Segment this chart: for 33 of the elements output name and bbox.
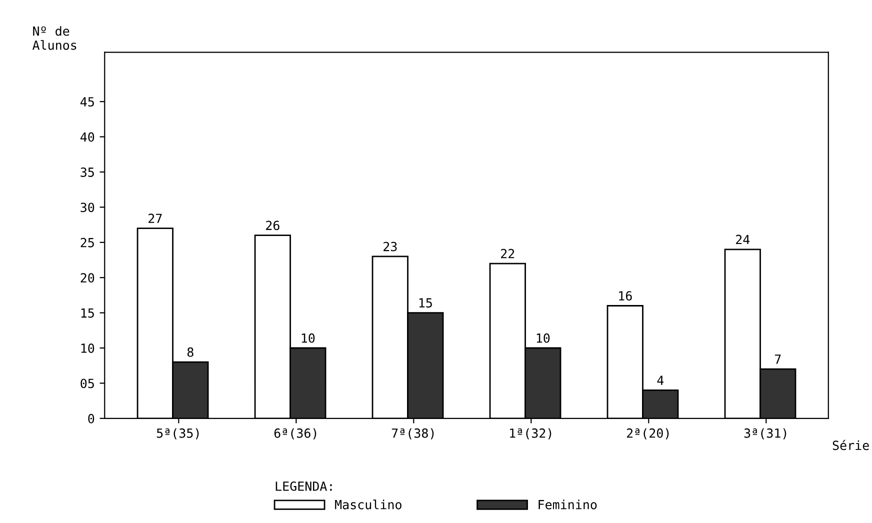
x-tick-label: 1ª(32) <box>510 428 552 440</box>
y-tick-label: 35 <box>80 167 94 177</box>
data-label: 7 <box>774 354 781 364</box>
x-tick-label: 5ª(35) <box>156 428 199 440</box>
data-label: 24 <box>736 234 750 244</box>
data-label: 10 <box>536 333 550 343</box>
x-tick-label: 3ª(31) <box>744 428 786 440</box>
x-tick-label: 7ª(38) <box>392 428 434 440</box>
y-tick-label: 40 <box>80 132 94 142</box>
data-label: 15 <box>419 298 432 308</box>
x-axis-title: Série <box>832 440 869 450</box>
data-label: 8 <box>187 347 194 357</box>
data-label: 26 <box>266 220 280 230</box>
x-tick-label: 2ª(20) <box>626 428 669 440</box>
y-tick-label: 30 <box>80 202 94 212</box>
y-tick-label: 45 <box>80 97 94 107</box>
y-tick-label: 15 <box>81 308 94 318</box>
data-label: 4 <box>657 376 664 385</box>
y-tick-label: 20 <box>80 273 94 283</box>
legend-label: Feminino <box>538 500 597 510</box>
data-label: 23 <box>384 242 397 252</box>
data-label: 16 <box>619 291 632 301</box>
legend-label: Masculino <box>335 500 402 510</box>
data-label: 22 <box>501 248 514 258</box>
x-tick-label: 6ª(36) <box>274 428 316 440</box>
data-label: 27 <box>148 214 162 223</box>
data-label: 10 <box>302 333 315 343</box>
y-tick-label: 10 <box>81 344 94 353</box>
y-axis-title: Nº de Alunos <box>32 26 76 50</box>
y-tick-label: 05 <box>80 378 94 388</box>
y-tick-label: 25 <box>80 238 94 248</box>
y-tick-label: 0 <box>88 414 94 424</box>
legend-title: LEGENDA: <box>276 481 332 491</box>
